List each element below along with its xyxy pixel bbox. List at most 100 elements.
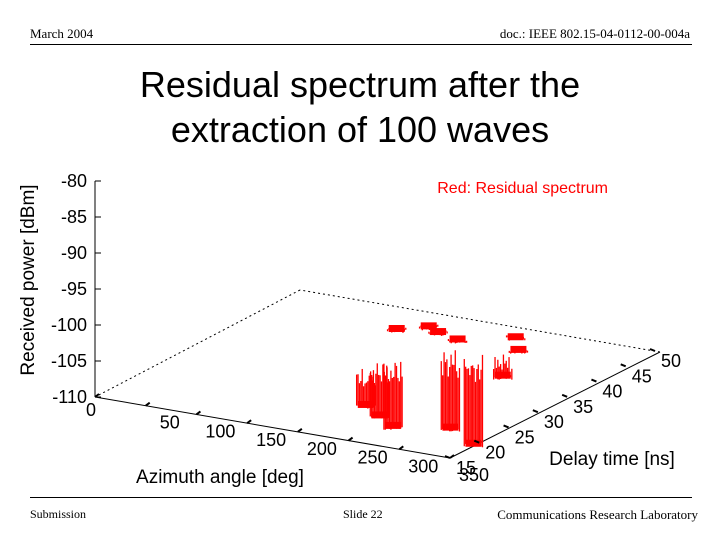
spectrum-spike: [397, 377, 399, 429]
y-tick-mark: [561, 393, 568, 398]
y-tick-label: 30: [544, 412, 564, 432]
spectrum-spike: [477, 364, 479, 445]
spectrum-spike: [505, 360, 507, 379]
spectrum-peak: [463, 354, 484, 448]
y-tick-mark: [649, 348, 656, 352]
spectrum-spike: [481, 354, 484, 448]
spectrum-peak: [492, 354, 513, 380]
back-edge-line: [299, 289, 661, 353]
y-tick-label: 25: [515, 427, 535, 447]
spectrum-spike: [387, 382, 389, 427]
spectrum-peak-base: [388, 325, 405, 332]
spectrum-peak-base: [507, 333, 524, 341]
spectrum-spike: [386, 365, 388, 428]
title-line-1: Residual spectrum after the: [139, 64, 581, 105]
spectrum-spike: [437, 324, 439, 327]
spectrum-spike: [505, 335, 508, 338]
y-tick-mark: [444, 455, 451, 459]
spectrum-spike: [469, 375, 471, 446]
spectrum-spike: [454, 350, 456, 430]
header-rule: [30, 44, 692, 45]
spectrum-spike: [502, 354, 505, 378]
spectrum-spike: [367, 381, 369, 409]
y-tick-mark: [532, 409, 539, 414]
spectrum-spike: [378, 374, 380, 417]
spectrum-spike: [357, 374, 359, 406]
spectrum-peak-base: [385, 421, 402, 429]
spectrum-spike: [476, 369, 478, 444]
x-tick-label: 50: [160, 413, 180, 433]
spectrum-peak-base: [465, 439, 482, 447]
y-axis-line: [449, 351, 661, 459]
spectrum-peak: [428, 328, 448, 336]
spectrum-spike: [451, 364, 454, 432]
spectrum-spike: [395, 365, 398, 429]
spectrum-spike: [444, 362, 447, 430]
spectrum-spike: [450, 354, 452, 432]
residual-spectrum-series: [355, 322, 529, 448]
spectrum-peak-base: [371, 411, 388, 419]
x-tick-label: 100: [205, 421, 235, 441]
spectrum-spike: [504, 363, 506, 378]
spectrum-spike: [440, 361, 442, 430]
footer-center: Slide 22: [343, 507, 383, 521]
x-tick-mark: [347, 436, 354, 442]
spectrum-spike: [373, 382, 376, 419]
spectrum-spike: [386, 329, 389, 332]
z-tick-label: -95: [61, 279, 87, 299]
spectrum-spike: [393, 376, 395, 427]
z-tick-label: -90: [61, 243, 87, 263]
z-tick-label: -110: [52, 387, 87, 407]
y-tick-label: 50: [661, 351, 681, 371]
x-tick-mark: [449, 454, 455, 459]
spectrum-peak: [505, 333, 526, 341]
x-axis-label: Azimuth angle [deg]: [136, 467, 304, 488]
spectrum-spike: [524, 338, 526, 341]
spectrum-spike: [497, 359, 499, 380]
header-date: March 2004: [30, 26, 94, 41]
x-tick-label: 250: [358, 448, 388, 468]
spectrum-spike: [474, 381, 477, 446]
title-line-2: extraction of 100 waves: [170, 109, 550, 150]
spectrum-spike: [418, 326, 421, 329]
spectrum-peak-base: [357, 400, 374, 408]
x-tick-mark: [297, 428, 303, 433]
spectrum-spike: [391, 377, 393, 428]
spectrum-peak: [440, 350, 461, 432]
spectrum-peak-base: [449, 335, 466, 343]
spectrum-spike: [463, 359, 465, 447]
spectrum-spike: [443, 352, 445, 431]
y-tick-mark: [503, 424, 509, 429]
spectrum-spike: [390, 370, 392, 430]
spectrum-spike: [465, 340, 468, 343]
spectrum-spike: [472, 365, 474, 447]
z-tick-label: -105: [51, 351, 87, 371]
spectrum-spike: [466, 368, 468, 445]
spectrum-spike: [358, 383, 361, 408]
spectrum-spike: [361, 368, 363, 408]
spectrum-spike: [355, 374, 358, 406]
spectrum-spike: [382, 364, 384, 416]
y-tick-label: 20: [485, 443, 505, 463]
spectrum-spike: [371, 374, 373, 418]
spectrum-peak-base: [442, 423, 459, 431]
y-axis-label: Delay time [ns]: [549, 449, 675, 470]
spectrum-spike: [442, 375, 444, 430]
spectrum-spike: [360, 381, 362, 406]
spectrum-spike: [526, 350, 529, 353]
spectrum-spike: [400, 361, 402, 429]
spectrum-spike: [446, 359, 448, 430]
spectrum-spike: [394, 362, 396, 429]
header-doc-id: doc.: IEEE 802.15-04-0112-00-004a: [499, 26, 690, 41]
spectrum-spike: [508, 350, 510, 353]
spectrum-peak-base: [420, 322, 437, 330]
spectrum-spike: [384, 375, 386, 430]
spectrum-spike: [458, 367, 461, 432]
y-tick-label: 15: [456, 458, 476, 478]
spectrum-spike: [368, 375, 370, 407]
spectrum-spike: [467, 368, 470, 446]
spectrum-peak: [508, 345, 529, 354]
x-tick-mark: [195, 410, 202, 416]
